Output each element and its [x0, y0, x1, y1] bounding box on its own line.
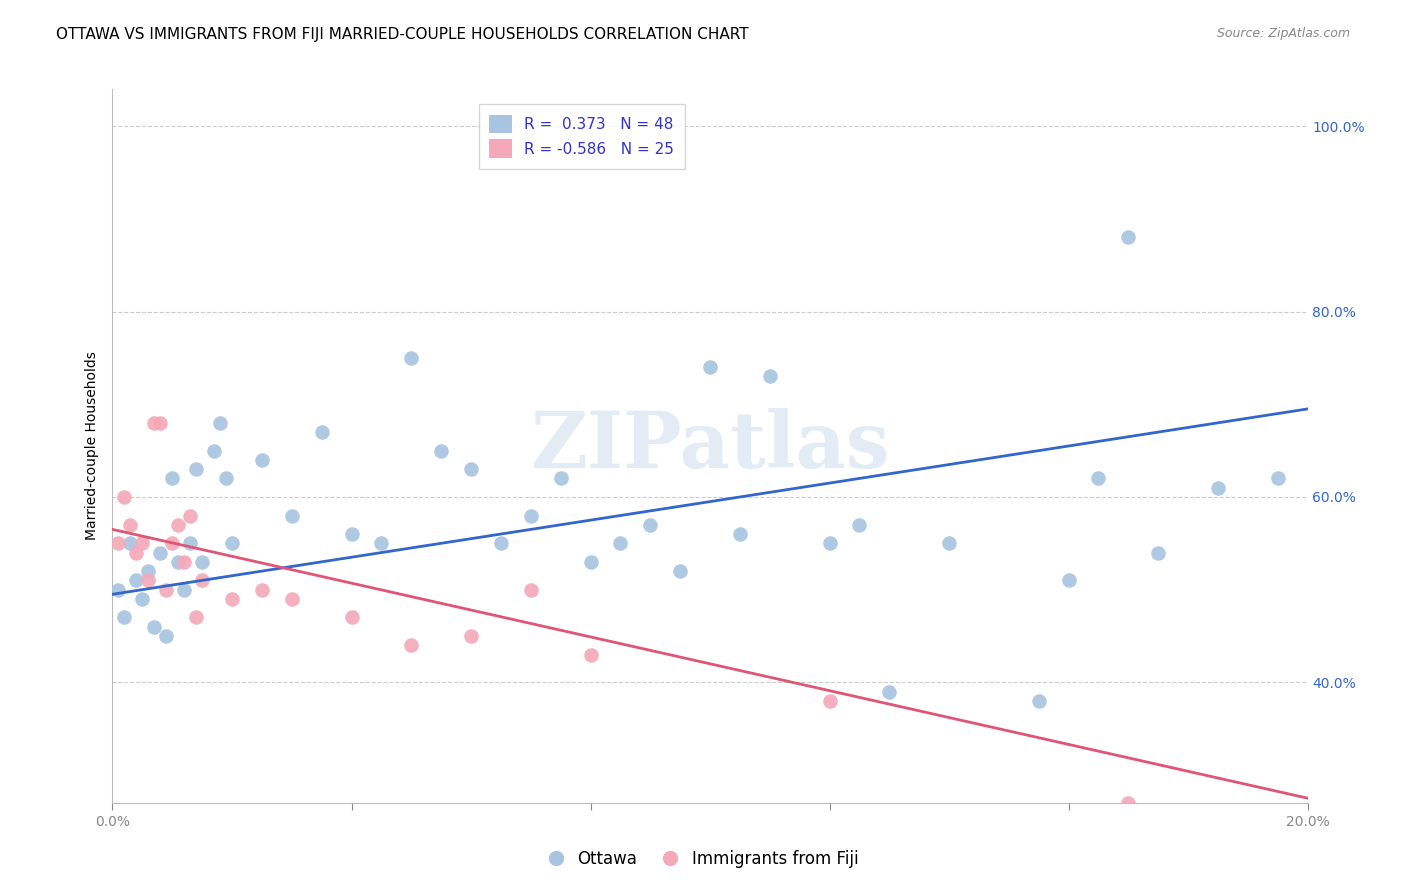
Point — [1087, 471, 1109, 485]
Point — [401, 351, 423, 365]
Point — [114, 490, 135, 504]
Point — [550, 471, 572, 485]
Point — [370, 536, 392, 550]
Text: Source: ZipAtlas.com: Source: ZipAtlas.com — [1216, 27, 1350, 40]
Point — [179, 536, 201, 550]
Point — [340, 610, 363, 624]
Y-axis label: Married-couple Households: Married-couple Households — [84, 351, 98, 541]
Point — [250, 582, 273, 597]
Point — [609, 536, 631, 550]
Point — [640, 517, 662, 532]
Point — [669, 564, 692, 578]
Point — [173, 582, 195, 597]
Point — [107, 582, 129, 597]
Point — [759, 369, 782, 384]
Point — [1057, 574, 1080, 588]
Point — [143, 620, 166, 634]
Point — [728, 527, 751, 541]
Point — [430, 443, 453, 458]
Point — [281, 591, 304, 606]
Text: OTTAWA VS IMMIGRANTS FROM FIJI MARRIED-COUPLE HOUSEHOLDS CORRELATION CHART: OTTAWA VS IMMIGRANTS FROM FIJI MARRIED-C… — [56, 27, 749, 42]
Legend: Ottawa, Immigrants from Fiji: Ottawa, Immigrants from Fiji — [540, 844, 866, 875]
Point — [879, 684, 901, 698]
Point — [179, 508, 201, 523]
Point — [520, 582, 543, 597]
Point — [215, 471, 238, 485]
Point — [149, 416, 172, 430]
Point — [191, 574, 214, 588]
Legend: R =  0.373   N = 48, R = -0.586   N = 25: R = 0.373 N = 48, R = -0.586 N = 25 — [478, 104, 685, 169]
Point — [131, 591, 153, 606]
Point — [1267, 471, 1289, 485]
Point — [401, 638, 423, 652]
Point — [155, 582, 177, 597]
Point — [818, 694, 841, 708]
Point — [131, 536, 153, 550]
Point — [149, 545, 172, 559]
Point — [167, 555, 190, 569]
Point — [107, 536, 129, 550]
Point — [162, 471, 183, 485]
Point — [848, 517, 870, 532]
Point — [221, 536, 243, 550]
Point — [340, 527, 363, 541]
Point — [162, 536, 183, 550]
Point — [167, 517, 190, 532]
Point — [938, 536, 960, 550]
Point — [120, 536, 142, 550]
Point — [191, 555, 214, 569]
Point — [143, 416, 166, 430]
Point — [138, 564, 160, 578]
Point — [221, 591, 243, 606]
Point — [250, 453, 273, 467]
Point — [489, 536, 512, 550]
Point — [1028, 694, 1050, 708]
Point — [1118, 230, 1140, 244]
Point — [125, 574, 148, 588]
Point — [125, 545, 148, 559]
Point — [209, 416, 232, 430]
Point — [579, 648, 602, 662]
Point — [579, 555, 602, 569]
Point — [520, 508, 543, 523]
Point — [818, 536, 841, 550]
Point — [1206, 481, 1229, 495]
Point — [173, 555, 195, 569]
Point — [202, 443, 225, 458]
Point — [155, 629, 177, 643]
Point — [186, 462, 208, 476]
Point — [138, 574, 160, 588]
Point — [311, 425, 333, 439]
Point — [281, 508, 304, 523]
Point — [699, 360, 721, 375]
Point — [1147, 545, 1170, 559]
Point — [460, 462, 482, 476]
Point — [114, 610, 135, 624]
Point — [120, 517, 142, 532]
Text: ZIPatlas: ZIPatlas — [530, 408, 890, 484]
Point — [460, 629, 482, 643]
Point — [186, 610, 208, 624]
Point — [1118, 796, 1140, 810]
